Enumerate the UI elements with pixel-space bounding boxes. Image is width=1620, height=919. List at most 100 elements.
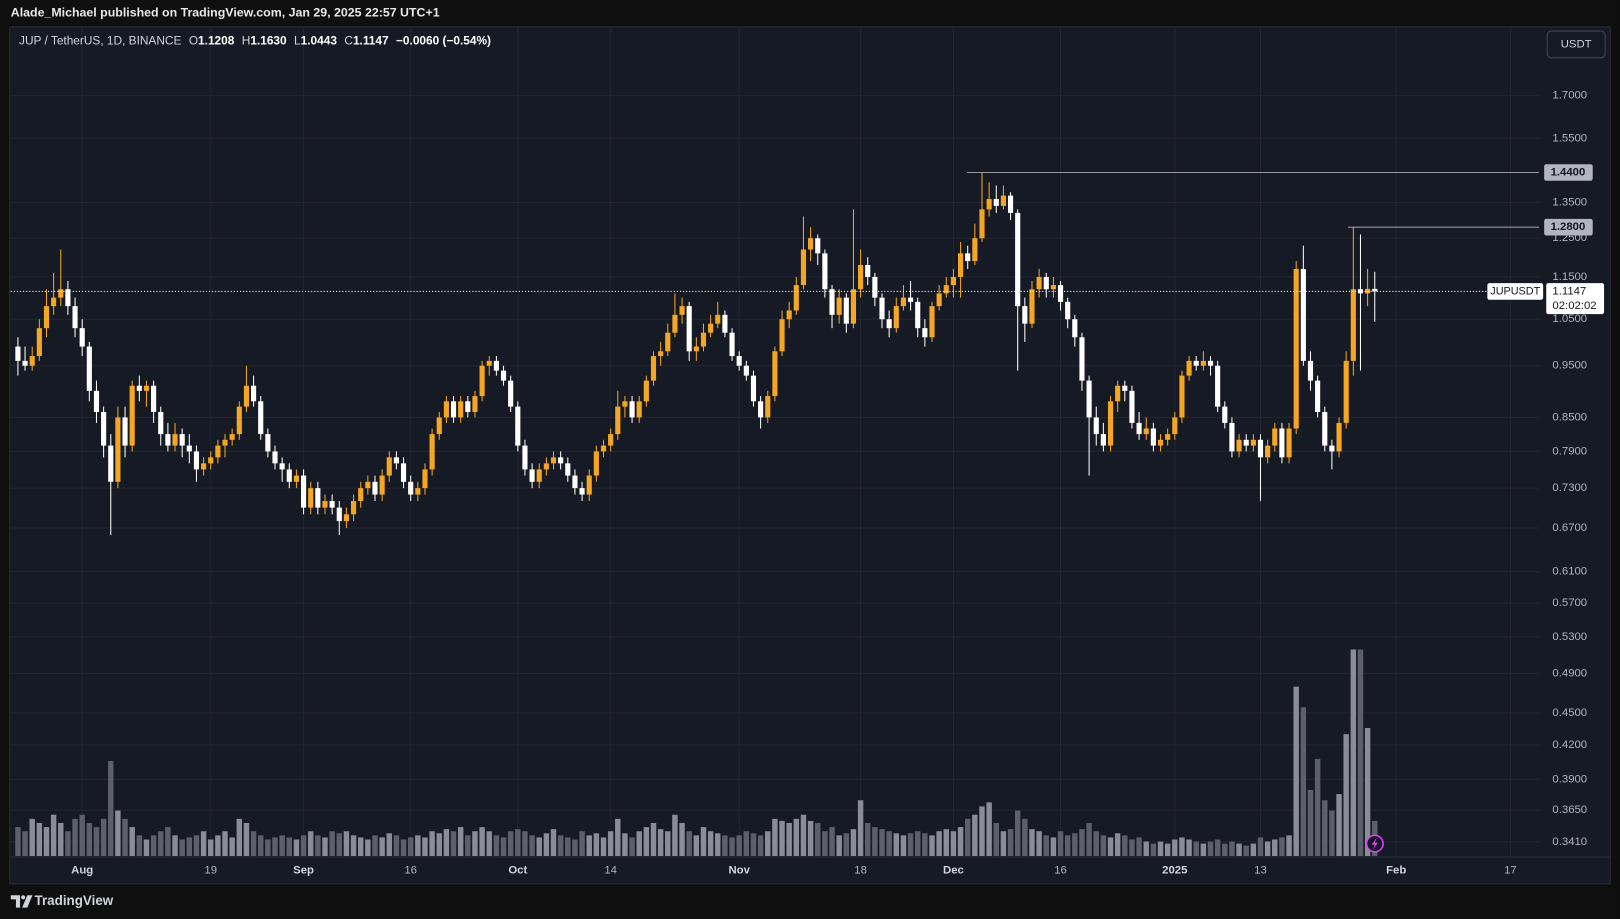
candle-body [708, 323, 714, 333]
volume-bar [543, 833, 550, 857]
candle-body [336, 507, 342, 522]
legend-change: −0.0060 (−0.54%) [396, 33, 491, 47]
volume-bar [779, 820, 785, 857]
volume-bar [986, 802, 992, 857]
volume-bar [193, 835, 200, 857]
volume-bar [1172, 839, 1178, 857]
volume-bar [715, 833, 721, 857]
candle-body [715, 314, 721, 324]
volume-bar [1329, 810, 1335, 857]
volume-bar [1193, 841, 1199, 857]
volume-bar [865, 822, 871, 857]
logo-part [22, 895, 33, 908]
volume-bar [665, 831, 671, 857]
price-label: 1.1147 [1552, 285, 1586, 297]
volume-bar [507, 831, 514, 857]
candle-body [115, 417, 121, 482]
candle-body [658, 351, 664, 357]
candle-body [993, 199, 999, 206]
candle-body [1150, 428, 1156, 446]
candle-body [1286, 428, 1292, 458]
x-tick-label: 2025 [1162, 864, 1187, 876]
volume-bar [65, 831, 71, 857]
volume-bar [1064, 835, 1071, 857]
volume-bar [22, 831, 28, 857]
candle-body [908, 297, 914, 302]
volume-bar [172, 835, 178, 857]
volume-bar [1293, 686, 1299, 857]
currency-label[interactable]: USDT [1561, 38, 1592, 50]
y-tick-label: 0.5700 [1552, 597, 1587, 609]
volume-bar [815, 822, 821, 857]
candle-body [1336, 422, 1342, 452]
price-box [1546, 283, 1605, 315]
candle-body [693, 346, 699, 352]
candle-body [93, 390, 100, 412]
volume-bar [379, 837, 385, 857]
candle-body [1157, 439, 1164, 446]
volume-bar [272, 837, 278, 857]
y-tick-label: 1.0500 [1552, 313, 1587, 325]
volume-bar [1179, 837, 1185, 857]
levels: 1.4400 1.2800 [966, 164, 1593, 236]
volume-bar [1007, 829, 1014, 857]
volume-bar [200, 831, 207, 857]
y-tick-label: 0.3650 [1552, 804, 1587, 816]
candle-body [1050, 285, 1056, 290]
volume-bar [215, 835, 221, 857]
volume-bar [593, 833, 600, 857]
volume-bar [879, 829, 885, 857]
candle-body [808, 238, 814, 250]
candle-body [415, 488, 421, 495]
candle-body [322, 501, 328, 508]
volume-bar [486, 831, 492, 857]
volume-bar [1229, 841, 1235, 857]
candle-body [1007, 195, 1014, 213]
y-tick-label: 0.4200 [1552, 739, 1587, 751]
volume-bar [472, 831, 478, 857]
candle-body [965, 253, 971, 262]
volume-bar [615, 818, 621, 857]
candle-body [986, 199, 992, 210]
candle-body [508, 380, 514, 407]
volume-bar [757, 835, 764, 857]
volume-bar [1157, 841, 1164, 857]
volume-bar [1272, 839, 1278, 857]
volume-bar [1107, 837, 1114, 857]
y-tick-label: 1.1500 [1552, 271, 1587, 283]
candle-body [1372, 288, 1378, 292]
volume-bar [1300, 707, 1307, 857]
candle-body [1143, 428, 1149, 435]
volume-bar [400, 839, 407, 857]
x-tick-label: 16 [404, 864, 417, 876]
candle-body [1272, 428, 1278, 446]
candle-body [436, 417, 442, 435]
candle-body [186, 445, 192, 452]
volume-bar [236, 818, 243, 857]
candle-body [286, 469, 292, 482]
y-tick-label: 1.2500 [1552, 232, 1587, 244]
volume-bar [315, 835, 321, 857]
volume-bar [743, 831, 750, 857]
candle-body [465, 401, 471, 412]
y-tick-label: 0.9500 [1552, 360, 1587, 372]
candle-body [822, 253, 828, 290]
volume-bar [1086, 822, 1092, 857]
candle-body [458, 401, 464, 418]
volume-bar [765, 831, 771, 857]
candle-body [429, 434, 435, 470]
volume-bar [1336, 794, 1342, 857]
x-tick-label: Aug [71, 864, 93, 876]
candle-body [1100, 434, 1106, 446]
volume-bar [372, 835, 378, 857]
currency-button[interactable] [1546, 30, 1606, 59]
candle-body [550, 457, 557, 464]
volume-bar [1286, 835, 1292, 857]
candle-body [900, 297, 907, 307]
candle-body [1029, 289, 1035, 324]
candle-body [136, 385, 142, 391]
candle-body [1293, 268, 1299, 429]
candle-body [558, 457, 564, 464]
candle-body [122, 417, 128, 446]
volume-bar [465, 835, 471, 857]
